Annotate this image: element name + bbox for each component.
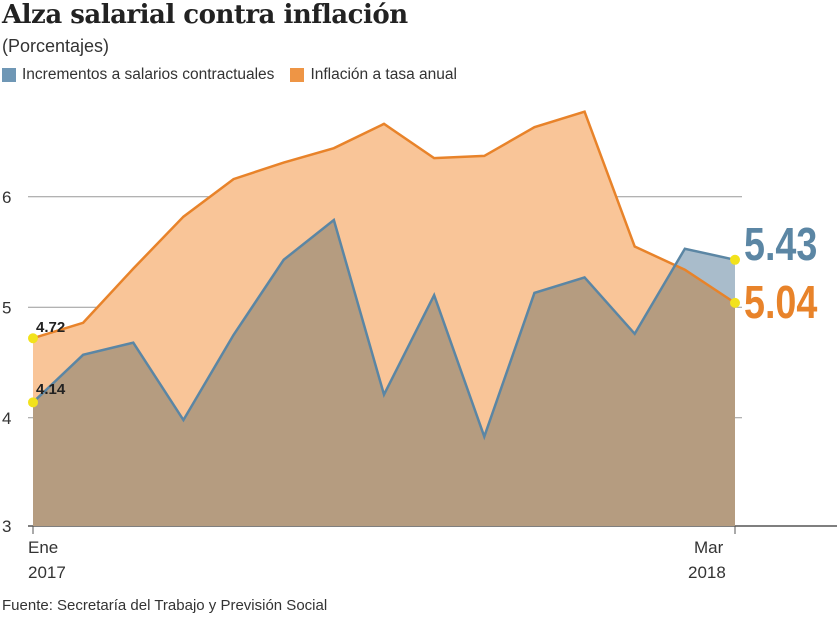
source-note: Fuente: Secretaría del Trabajo y Previsi… — [2, 597, 328, 614]
y-tick-label: 3 — [2, 517, 11, 536]
legend-item-wages: Incrementos a salarios contractuales — [2, 66, 274, 84]
x-tick-year-start: 2017 — [28, 563, 66, 582]
endpoint-marker — [28, 397, 38, 408]
wage-area — [33, 220, 735, 526]
legend-swatch-inflation — [290, 68, 305, 82]
legend-item-inflation: Inflación a tasa anual — [290, 66, 457, 84]
legend: Incrementos a salarios contractuales Inf… — [2, 66, 457, 84]
legend-label-inflation: Inflación a tasa anual — [310, 66, 457, 83]
wage-line — [32, 217, 736, 441]
y-tick-label: 4 — [2, 409, 11, 428]
x-tick-month-end: Mar — [694, 538, 724, 557]
legend-label-wages: Incrementos a salarios contractuales — [22, 66, 275, 83]
chart-title: Alza salarial contra inflación — [2, 0, 408, 30]
endpoint-marker — [730, 297, 740, 308]
inflation-line — [32, 110, 736, 340]
x-tick-month-start: Ene — [28, 538, 58, 557]
endpoint-marker — [730, 254, 740, 265]
x-tick-year-end: 2018 — [688, 563, 726, 582]
label-start-inflation: 4.72 — [36, 319, 65, 336]
legend-swatch-wages — [2, 68, 16, 82]
label-end-wage: 5.43 — [744, 218, 817, 269]
label-start-wage: 4.14 — [36, 381, 66, 398]
label-end-inflation: 5.04 — [744, 276, 818, 327]
y-tick-label: 5 — [2, 298, 11, 317]
chart-subtitle: (Porcentajes) — [2, 36, 110, 56]
y-tick-label: 6 — [2, 188, 11, 207]
endpoint-marker — [28, 333, 38, 344]
